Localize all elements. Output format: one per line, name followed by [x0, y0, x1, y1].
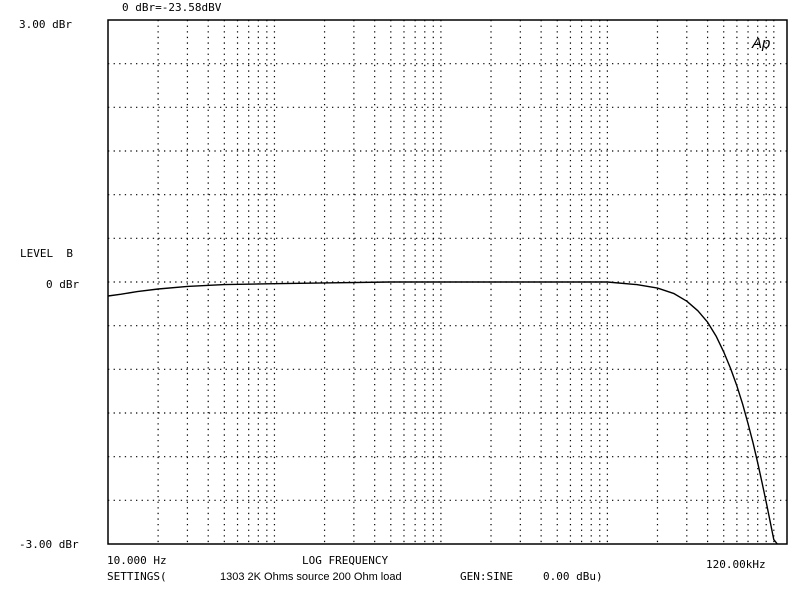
x-axis-label: LOG FREQUENCY [302, 554, 389, 567]
x-tick-label-left: 10.000 Hz [107, 554, 167, 567]
y-axis-label: LEVEL B [20, 247, 73, 260]
x-tick-label-right: 120.00kHz [706, 558, 766, 571]
y-tick-label-mid: 0 dBr [46, 278, 80, 291]
footer-settings: SETTINGS( [107, 570, 167, 583]
footer-generator-level: 0.00 dBu) [543, 570, 603, 583]
y-tick-label-top: 3.00 dBr [19, 18, 72, 31]
chart-header: 0 dBr=-23.58dBV [122, 1, 222, 14]
series-line-0 [107, 281, 778, 545]
y-tick-label-bottom: -3.00 dBr [19, 538, 79, 551]
footer-generator: GEN:SINE [460, 570, 513, 583]
plot-frame [107, 19, 788, 545]
footer-description: 1303 2K Ohms source 200 Ohm load [220, 571, 402, 583]
ap-logo: Ap [752, 35, 771, 52]
